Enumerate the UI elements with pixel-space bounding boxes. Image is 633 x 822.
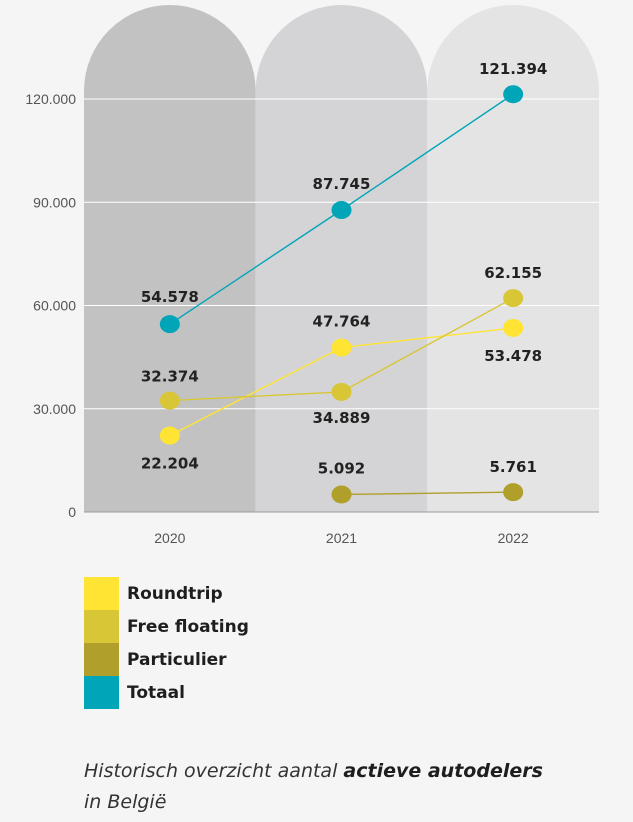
legend-item-particulier: Particulier [84,643,249,676]
data-point-particulier-2022 [503,483,524,502]
caption-prefix: Historisch overzicht aantal [84,760,344,782]
legend-item-free-floating: Free floating [84,610,249,643]
legend-swatch-particulier [84,643,119,676]
data-point-particulier-2021 [331,485,352,504]
series-line-particulier [341,491,514,496]
legend-swatch-free-floating [84,610,119,643]
y-tick-label: 120.000 [25,91,76,107]
line-chart: 0 30.000 60.000 90.000 120.000 2020 2021 2022 22… [25,5,599,546]
data-point-roundtrip-2020 [159,426,180,445]
y-tick-label: 60.000 [33,298,76,314]
data-label-particulier-2022: 5.761 [489,458,536,476]
data-label-roundtrip-2022: 53.478 [484,347,542,365]
data-label-roundtrip-2020: 22.204 [141,455,199,473]
legend-swatch-totaal [84,676,119,709]
data-label-totaal-2020: 54.578 [141,288,199,306]
data-point-roundtrip-2021 [331,338,352,357]
x-tick-label-2020: 2020 [154,530,185,546]
legend-item-totaal: Totaal [84,676,249,709]
caption-suffix: in België [84,791,167,813]
chart-caption: Historisch overzicht aantal actieve auto… [84,756,604,818]
data-point-free-floating-2021 [331,382,352,401]
x-tick-label-2022: 2022 [498,530,529,546]
column-background-2022 [427,5,599,513]
y-tick-label: 0 [68,504,76,520]
legend-label-roundtrip: Roundtrip [127,583,223,604]
data-point-free-floating-2022 [503,289,524,308]
data-label-roundtrip-2021: 47.764 [313,313,371,331]
data-label-totaal-2022: 121.394 [479,60,547,78]
legend-label-totaal: Totaal [127,682,185,703]
legend-swatch-roundtrip [84,577,119,610]
data-label-free-floating-2021: 34.889 [313,409,371,427]
data-label-particulier-2021: 5.092 [318,459,365,477]
y-tick-label: 90.000 [33,194,76,210]
legend-label-particulier: Particulier [127,649,227,670]
legend-item-roundtrip: Roundtrip [84,577,249,610]
data-point-totaal-2020 [159,315,180,334]
y-tick-label: 30.000 [33,401,76,417]
data-point-free-floating-2020 [159,391,180,410]
legend-label-free-floating: Free floating [127,616,249,637]
caption-emphasis: actieve autodelers [343,760,543,782]
data-point-totaal-2021 [331,201,352,220]
data-label-free-floating-2022: 62.155 [484,264,542,282]
data-point-roundtrip-2022 [503,318,524,337]
column-background-2020 [84,5,256,513]
data-label-free-floating-2020: 32.374 [141,368,199,386]
column-background-2021 [255,5,428,513]
legend: Roundtrip Free floating Particulier Tota… [84,577,249,709]
data-point-totaal-2022 [503,85,524,104]
x-tick-label-2021: 2021 [326,530,357,546]
data-label-totaal-2021: 87.745 [313,175,371,193]
